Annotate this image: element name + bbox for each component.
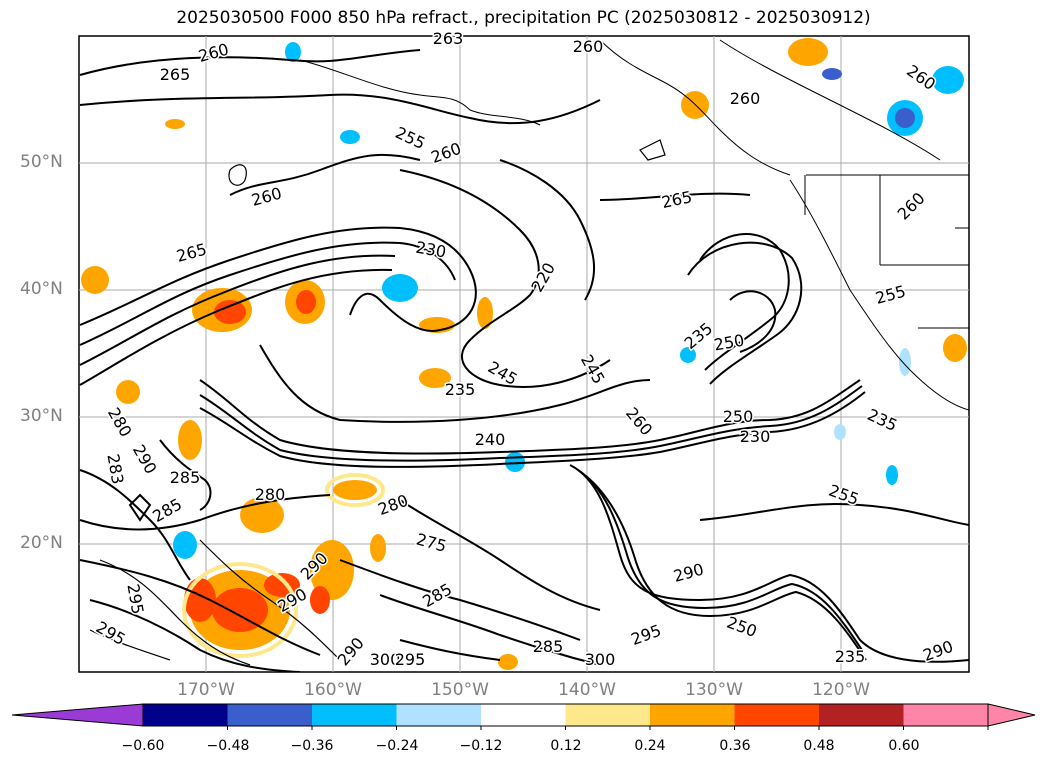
contour-label: 235 bbox=[445, 380, 476, 399]
contour-label: 235 bbox=[835, 647, 866, 666]
contour-label: 263 bbox=[433, 29, 464, 48]
contour-label: 285 bbox=[533, 637, 564, 656]
contour-label: 240 bbox=[475, 430, 506, 449]
colorbar-segment bbox=[734, 704, 820, 726]
colorbar bbox=[11, 703, 1036, 730]
colorbar-tick: 0.24 bbox=[634, 738, 666, 754]
lon-label-160w: 160°W bbox=[304, 680, 362, 700]
contour-label: 290 bbox=[671, 560, 705, 586]
contour-label: 265 bbox=[160, 65, 191, 84]
contour-label: 300 bbox=[585, 650, 616, 669]
lat-label-20n: 20°N bbox=[20, 533, 63, 553]
lat-label-40n: 40°N bbox=[20, 279, 63, 299]
lon-label-150w: 150°W bbox=[431, 680, 489, 700]
chart-title: 2025030500 F000 850 hPa refract., precip… bbox=[176, 8, 871, 28]
colorbar-segment bbox=[396, 704, 482, 726]
colorbar-tick: −0.24 bbox=[375, 738, 419, 754]
refractivity-contours bbox=[79, 49, 969, 672]
colorbar-tick: −0.60 bbox=[121, 738, 165, 754]
lon-label-130w: 130°W bbox=[685, 680, 743, 700]
colorbar-tick: 0.60 bbox=[888, 738, 920, 754]
colorbar-tick: 0.12 bbox=[550, 738, 582, 754]
colorbar-segment bbox=[481, 704, 566, 726]
contour-label: 230 bbox=[740, 427, 771, 446]
colorbar-tick: 0.48 bbox=[803, 738, 835, 754]
contour-label: 295 bbox=[395, 650, 426, 669]
colorbar-tick: −0.12 bbox=[459, 738, 503, 754]
colorbar-segment bbox=[227, 704, 313, 726]
colorbar-tick: 0.36 bbox=[719, 738, 751, 754]
lon-label-170w: 170°W bbox=[177, 680, 235, 700]
colorbar-extend-min bbox=[11, 703, 144, 727]
colorbar-extend-max bbox=[987, 703, 1036, 727]
colorbar-tick: −0.36 bbox=[290, 738, 334, 754]
contour-label: 260 bbox=[730, 89, 761, 108]
precip-shading bbox=[81, 38, 967, 670]
contour-label: 280 bbox=[255, 485, 286, 504]
lon-label-120w: 120°W bbox=[812, 680, 870, 700]
colorbar-segment bbox=[312, 704, 397, 726]
colorbar-segment bbox=[650, 704, 735, 726]
colorbar-segment bbox=[565, 704, 651, 726]
contour-label: 300 bbox=[370, 650, 401, 669]
contour-label: 250 bbox=[723, 407, 754, 426]
colorbar-segment bbox=[143, 704, 228, 726]
lat-label-30n: 30°N bbox=[20, 406, 63, 426]
contour-label: 260 bbox=[573, 37, 604, 56]
colorbar-segment bbox=[819, 704, 904, 726]
map-gridlines bbox=[79, 36, 969, 672]
colorbar-segment bbox=[903, 704, 989, 726]
coastlines bbox=[299, 39, 969, 411]
contour-label: 285 bbox=[170, 468, 201, 487]
refractivity-contours-thin bbox=[89, 139, 666, 666]
lat-label-50n: 50°N bbox=[20, 152, 63, 172]
colorbar-tick: −0.48 bbox=[206, 738, 250, 754]
lon-label-140w: 140°W bbox=[558, 680, 616, 700]
